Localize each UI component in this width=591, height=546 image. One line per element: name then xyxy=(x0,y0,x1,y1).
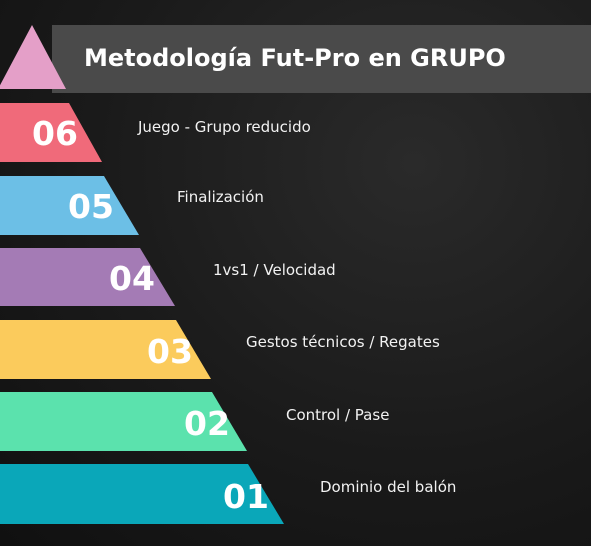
tier-number-02: 02 xyxy=(184,404,230,443)
pyramid-tier-03 xyxy=(0,320,211,379)
diagram-title: Metodología Fut-Pro en GRUPO xyxy=(84,44,506,72)
level-label-04: 1vs1 / Velocidad xyxy=(213,261,336,279)
pyramid-tier-01 xyxy=(0,464,284,524)
pyramid-tier-05 xyxy=(0,176,139,235)
tier-number-01: 01 xyxy=(223,477,269,516)
pyramid-tier-06 xyxy=(0,103,102,162)
level-label-02: Control / Pase xyxy=(286,406,390,424)
level-label-06: Juego - Grupo reducido xyxy=(138,118,311,136)
tier-number-03: 03 xyxy=(147,332,193,371)
tier-number-04: 04 xyxy=(109,259,155,298)
pyramid-tip xyxy=(0,25,66,89)
pyramid-tier-02 xyxy=(0,392,247,451)
tier-number-05: 05 xyxy=(68,187,114,226)
level-label-03: Gestos técnicos / Regates xyxy=(246,333,440,351)
level-label-01: Dominio del balón xyxy=(320,478,457,496)
level-label-05: Finalización xyxy=(177,188,264,206)
title-bar xyxy=(52,25,591,93)
pyramid-tier-04 xyxy=(0,248,175,306)
tier-number-06: 06 xyxy=(32,114,78,153)
